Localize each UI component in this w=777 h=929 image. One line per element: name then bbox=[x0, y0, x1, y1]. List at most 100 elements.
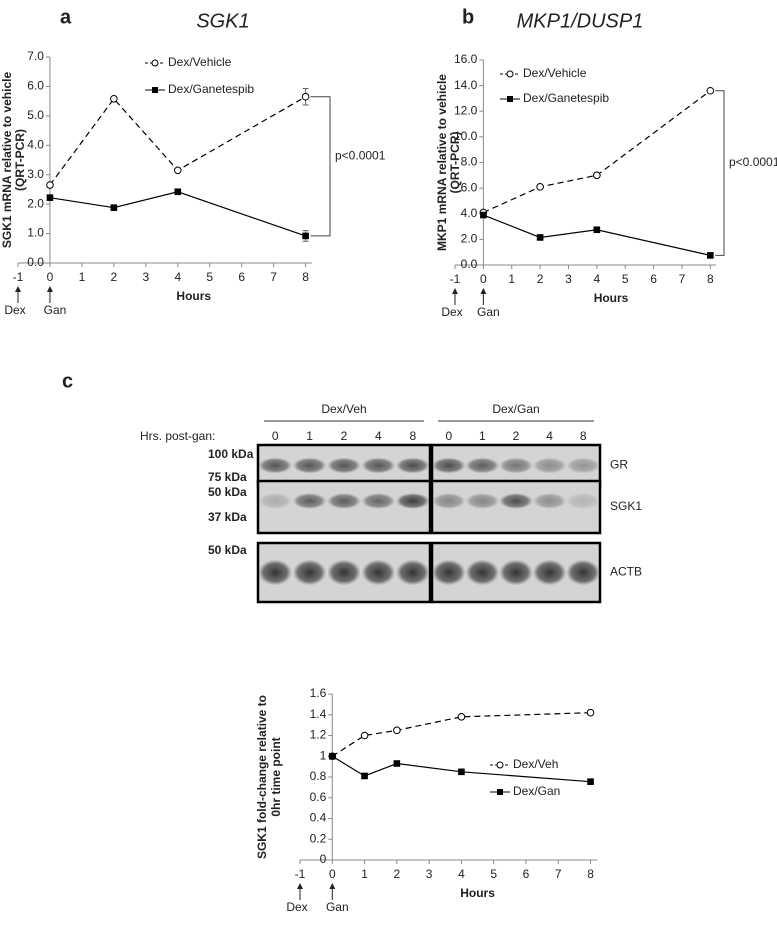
lane-label: 2 bbox=[513, 429, 520, 443]
lane-label: 2 bbox=[341, 429, 348, 443]
blot-band bbox=[292, 457, 327, 474]
y-tick-label: 6.0 bbox=[27, 79, 44, 93]
x-tick-label: 5 bbox=[622, 272, 629, 286]
point bbox=[46, 194, 54, 201]
x-tick-label: 6 bbox=[523, 867, 530, 881]
point bbox=[328, 752, 336, 760]
x-tick-label: 3 bbox=[426, 867, 433, 881]
y-tick-label: 1.0 bbox=[27, 226, 44, 240]
legend-marker bbox=[506, 70, 514, 78]
x-tick-label: 0 bbox=[480, 272, 487, 286]
point bbox=[593, 171, 601, 180]
blot-band bbox=[431, 559, 466, 586]
y-tick-label: 2.0 bbox=[461, 232, 478, 246]
x-tick-label: 1 bbox=[79, 270, 86, 284]
legend-marker bbox=[496, 761, 504, 769]
size-marker: 100 kDa bbox=[208, 447, 254, 461]
blot-band bbox=[395, 457, 430, 474]
point bbox=[110, 94, 118, 103]
x-tick-label: 3 bbox=[565, 272, 572, 286]
y-axis-label: 0hr time point bbox=[269, 737, 283, 816]
blot-band bbox=[465, 457, 500, 474]
y-axis-label: (QRT-PCR) bbox=[13, 129, 27, 191]
blot-band bbox=[292, 493, 327, 509]
size-marker: 75 kDa bbox=[208, 470, 247, 484]
point bbox=[110, 204, 118, 211]
y-axis-label: SGK1 mRNA relative to vehicle bbox=[0, 72, 14, 249]
legend-label: Dex/Vehicle bbox=[523, 66, 587, 80]
blot-band bbox=[395, 493, 430, 509]
y-tick-label: 1.6 bbox=[310, 686, 327, 700]
blot-band bbox=[465, 559, 500, 586]
point bbox=[457, 713, 466, 721]
panel-label: a bbox=[60, 6, 72, 28]
y-tick-label: 6.0 bbox=[461, 180, 478, 194]
y-tick-label: 16.0 bbox=[454, 52, 478, 66]
row-label: ACTB bbox=[610, 565, 642, 579]
blot-band bbox=[465, 493, 500, 509]
y-axis-label: (QRT-PCR) bbox=[448, 132, 462, 194]
series-line bbox=[483, 90, 711, 214]
x-tick-label: 0 bbox=[329, 867, 336, 881]
legend-marker bbox=[497, 789, 503, 795]
blot-band bbox=[361, 457, 396, 474]
x-tick-label: 7 bbox=[679, 272, 686, 286]
blot-band bbox=[327, 493, 361, 509]
x-tick-label: 5 bbox=[490, 867, 497, 881]
point bbox=[480, 211, 487, 219]
x-tick-label: 7 bbox=[270, 270, 277, 284]
blot-band bbox=[327, 457, 361, 474]
blot-band bbox=[499, 493, 533, 509]
y-tick-label: 0 bbox=[320, 852, 327, 866]
x-tick-label: 3 bbox=[142, 270, 149, 284]
y-tick-label: 0.2 bbox=[310, 831, 327, 845]
arrow-label: Gan bbox=[477, 305, 500, 319]
legend-label: Dex/Vehicle bbox=[168, 55, 232, 69]
x-tick-label: 1 bbox=[508, 272, 515, 286]
blot-band bbox=[532, 559, 567, 586]
blot-band bbox=[532, 493, 567, 509]
point bbox=[587, 778, 594, 785]
x-tick-label: 6 bbox=[650, 272, 657, 286]
blot-band bbox=[566, 457, 601, 474]
x-tick-label: 8 bbox=[302, 270, 309, 284]
arrow-label: Dex bbox=[4, 303, 25, 317]
x-tick-label: 6 bbox=[238, 270, 245, 284]
arrow-label: Gan bbox=[44, 303, 67, 317]
annotation: p<0.0001 bbox=[335, 148, 386, 162]
lane-label: 0 bbox=[445, 429, 452, 443]
x-axis-label: Hours bbox=[176, 289, 211, 303]
y-tick-label: 4.0 bbox=[461, 206, 478, 220]
panel-label: b bbox=[462, 6, 474, 28]
y-tick-label: 0.6 bbox=[310, 790, 327, 804]
x-tick-label: 4 bbox=[174, 270, 181, 284]
lane-label: 8 bbox=[409, 429, 416, 443]
size-marker: 50 kDa bbox=[208, 485, 247, 499]
arrow-label: Dex bbox=[286, 900, 307, 914]
x-tick-label: -1 bbox=[13, 270, 24, 284]
point bbox=[536, 183, 544, 191]
x-tick-label: 2 bbox=[537, 272, 544, 286]
y-axis-label: SGK1 fold-change relative to bbox=[255, 695, 269, 859]
point bbox=[174, 188, 182, 196]
x-tick-label: 4 bbox=[594, 272, 601, 286]
row-label: SGK1 bbox=[610, 499, 642, 513]
point bbox=[586, 708, 595, 717]
lane-label: 0 bbox=[272, 429, 279, 443]
series-line bbox=[49, 96, 306, 186]
x-tick-label: 0 bbox=[47, 270, 54, 284]
blot-band bbox=[499, 559, 533, 586]
annotation: p<0.0001 bbox=[729, 155, 777, 169]
legend-marker bbox=[152, 87, 158, 93]
y-tick-label: 0.0 bbox=[461, 257, 478, 271]
point bbox=[173, 166, 182, 175]
blot-band bbox=[258, 559, 293, 586]
point bbox=[458, 768, 465, 776]
x-tick-label: 4 bbox=[458, 867, 465, 881]
x-tick-label: -1 bbox=[295, 867, 306, 881]
legend-label: Dex/Gan bbox=[513, 784, 560, 798]
blot-band bbox=[431, 457, 466, 474]
row-label: GR bbox=[610, 458, 628, 472]
y-tick-label: 1.2 bbox=[310, 728, 327, 742]
bracket bbox=[310, 96, 331, 237]
